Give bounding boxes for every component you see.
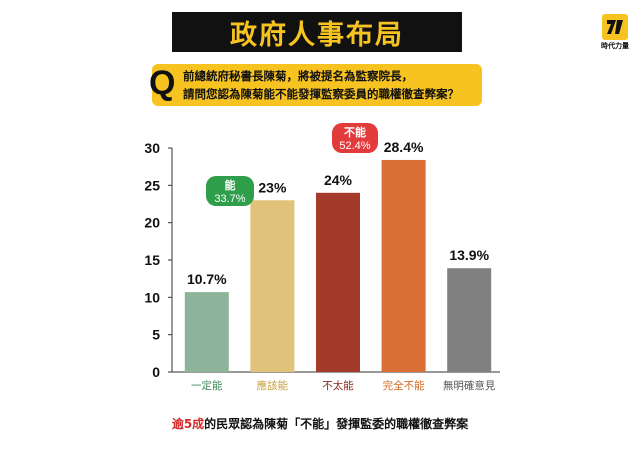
annotation-label: 不能 — [344, 125, 366, 139]
bar-5 — [447, 268, 492, 372]
y-tick-label: 5 — [152, 327, 160, 343]
footnote-text: 的民眾認為陳菊「不能」發揮監委的職權徹查弊案 — [204, 417, 469, 431]
bar-value-label: 24% — [324, 172, 353, 188]
y-tick-label: 30 — [144, 140, 160, 156]
question-line-1: 前總統府秘書長陳菊，將被提名為監察院長， — [183, 69, 413, 83]
category-label: 完全不能 — [383, 379, 425, 392]
y-tick-label: 0 — [152, 364, 160, 380]
bar-value-label: 28.4% — [384, 139, 424, 155]
page-title: 政府人事布局 — [172, 12, 462, 52]
bar-chart: 0 5 10 15 20 25 30 10.7% 一定能 23% 應該能 24% 不太能 28.4% 完全不… — [144, 123, 500, 392]
bar-value-label: 10.7% — [187, 271, 227, 287]
bar-1 — [184, 292, 229, 372]
logo-icon — [602, 14, 628, 40]
question-text: 前總統府秘書長陳菊，將被提名為監察院長， 請問您認為陳菊能不能發揮監察委員的職權… — [183, 67, 483, 103]
annotation-bubble — [206, 176, 254, 206]
y-tick-label: 20 — [144, 215, 160, 231]
category-label: 不太能 — [322, 379, 354, 392]
y-tick-label: 15 — [144, 252, 160, 268]
footnote-highlight: 逾5成 — [171, 417, 205, 431]
footnote: 逾5成的民眾認為陳菊「不能」發揮監委的職權徹查弊案 — [0, 415, 640, 432]
bar-4 — [381, 159, 426, 372]
question-box — [152, 64, 482, 106]
bar-3 — [316, 192, 360, 372]
brand-logo: 時代力量 — [598, 14, 632, 54]
bar-value-label: 13.9% — [449, 247, 489, 263]
category-label: 應該能 — [257, 379, 289, 392]
logo-text: 時代力量 — [601, 42, 629, 50]
category-label: 一定能 — [191, 379, 223, 392]
annotation-value: 33.7% — [214, 193, 245, 205]
bar-2 — [250, 200, 295, 372]
annotation-label: 能 — [225, 178, 236, 192]
annotation-bubble — [332, 123, 378, 153]
y-tick-label: 25 — [144, 177, 160, 193]
y-tick-label: 10 — [144, 289, 160, 305]
annotation-value: 52.4% — [339, 140, 370, 152]
question-marker: Q — [149, 64, 176, 102]
question-line-2: 請問您認為陳菊能不能發揮監察委員的職權徹查弊案？ — [183, 87, 459, 101]
bar-value-label: 23% — [258, 179, 287, 195]
category-label: 無明確意見 — [443, 379, 496, 392]
